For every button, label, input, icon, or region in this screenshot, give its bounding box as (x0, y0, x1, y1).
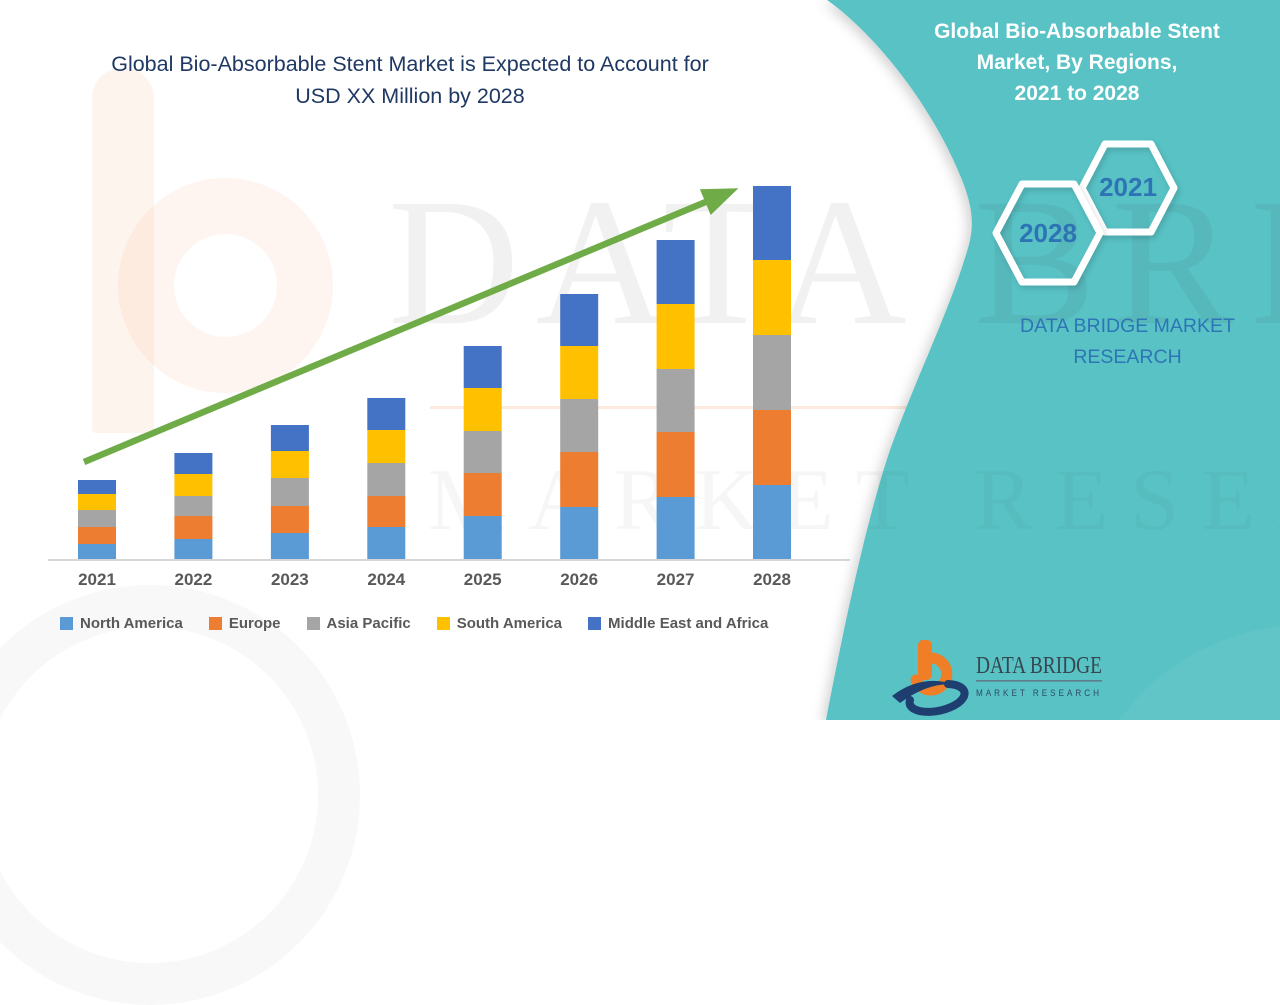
bar-segment-2022 (174, 474, 213, 496)
legend-item: South America (436, 615, 563, 632)
chart-title-line1: Global Bio-Absorbable Stent Market is Ex… (111, 52, 709, 76)
bar-segment-2027 (656, 304, 695, 369)
axis-tick-2023: 2023 (270, 570, 309, 589)
bar-segment-2024 (367, 398, 406, 430)
legend-swatch-icon (306, 617, 320, 630)
bar-segment-2023 (270, 478, 309, 506)
bar-segment-2028 (753, 485, 791, 560)
chart-title: Global Bio-Absorbable Stent Market is Ex… (60, 48, 760, 112)
brand-caption-line1: DATA BRIDGE MARKET (1020, 315, 1235, 337)
axis-tick-2028: 2028 (753, 570, 791, 589)
bar-segment-2024 (367, 527, 406, 560)
axis-tick-2024: 2024 (367, 570, 406, 589)
bar-segment-2021 (78, 480, 116, 494)
axis-tick-2025: 2025 (463, 570, 502, 589)
bar-segment-2028 (753, 186, 791, 260)
bar-segment-2027 (656, 240, 695, 304)
brand-caption: DATA BRIDGE MARKET RESEARCH (960, 311, 1280, 373)
hexagon-2028-label: 2028 (1019, 218, 1077, 248)
x-axis-tick-row: 2021 2022 2023 2024 2025 2026 2027 2028 (0, 570, 860, 594)
bar-segment-2022 (174, 496, 213, 516)
bar-segment-2025 (463, 431, 502, 473)
bar-segment-2022 (174, 539, 213, 560)
databridge-logo: DATA BRIDGE MARKET RESEARCH (892, 640, 1102, 716)
panel-title-line2: Market, By Regions, (976, 51, 1178, 74)
legend-label: Europe (228, 615, 281, 632)
chart-legend: North America Europe Asia Pacific South Ame… (60, 615, 840, 632)
bar-segment-2027 (656, 432, 695, 497)
legend-swatch-icon (436, 617, 450, 630)
legend-label: Middle East and Africa (608, 615, 769, 632)
bar-segment-2026 (560, 452, 599, 507)
databridge-logo-mark-icon (892, 640, 969, 716)
legend-swatch-icon (208, 617, 222, 630)
bar-segment-2021 (78, 494, 116, 510)
axis-tick-2027: 2027 (656, 570, 695, 589)
bar-segment-2023 (270, 506, 309, 533)
bar-segment-2023 (270, 425, 309, 451)
legend-label: North America (80, 615, 183, 632)
axis-tick-2022: 2022 (174, 570, 213, 589)
brand-caption-line2: RESEARCH (1073, 346, 1182, 368)
bar-segment-2028 (753, 410, 791, 485)
legend-item: North America (60, 615, 183, 632)
bar-segment-2021 (78, 544, 116, 560)
bar-segment-2022 (174, 453, 213, 474)
bar-segment-2025 (463, 473, 502, 516)
corner-swoosh (1120, 626, 1280, 720)
bar-segment-2025 (463, 346, 502, 388)
bar-segment-2023 (270, 533, 309, 560)
logo-sub-text: MARKET RESEARCH (976, 688, 1102, 699)
panel-title-line3: 2021 to 2028 (1014, 82, 1140, 105)
bar-segment-2024 (367, 430, 406, 463)
legend-swatch-icon (60, 617, 73, 630)
bar-segment-2023 (270, 451, 309, 478)
legend-label: Asia Pacific (326, 615, 411, 632)
bar-segment-2025 (463, 516, 502, 560)
bar-segment-2026 (560, 399, 599, 452)
legend-item: Europe (208, 615, 281, 632)
axis-tick-2021: 2021 (78, 570, 116, 589)
bar-segment-2022 (174, 516, 213, 539)
bar-segment-2026 (560, 346, 599, 399)
bar-segment-2025 (463, 388, 502, 431)
bar-segment-2028 (753, 260, 791, 335)
trend-arrow (82, 188, 739, 465)
chart-title-line2: USD XX Million by 2028 (295, 84, 525, 108)
bar-segment-2026 (560, 294, 599, 346)
panel-title-line1: Global Bio-Absorbable Stent (934, 20, 1220, 43)
bar-segment-2024 (367, 463, 406, 496)
stacked-bar-chart (48, 186, 850, 561)
bar-segment-2021 (78, 527, 116, 544)
legend-item: Asia Pacific (306, 615, 411, 632)
hexagon-2021-label: 2021 (1099, 172, 1157, 202)
bar-segment-2026 (560, 507, 599, 560)
legend-item: Middle East and Africa (588, 615, 768, 632)
bar-segment-2024 (367, 496, 406, 527)
bar-segment-2027 (656, 497, 695, 560)
legend-label: South America (456, 615, 563, 632)
panel-title: Global Bio-Absorbable Stent Market, By R… (902, 16, 1252, 109)
bar-segment-2028 (753, 335, 791, 410)
logo-name-text: DATA BRIDGE (976, 653, 1102, 679)
bar-segment-2021 (78, 510, 116, 527)
axis-tick-2026: 2026 (560, 570, 599, 589)
infographic-canvas: { "main_title": { "line1": "Global Bio-A… (0, 0, 1280, 720)
bar-segment-2027 (656, 369, 695, 432)
legend-swatch-icon (588, 617, 602, 630)
